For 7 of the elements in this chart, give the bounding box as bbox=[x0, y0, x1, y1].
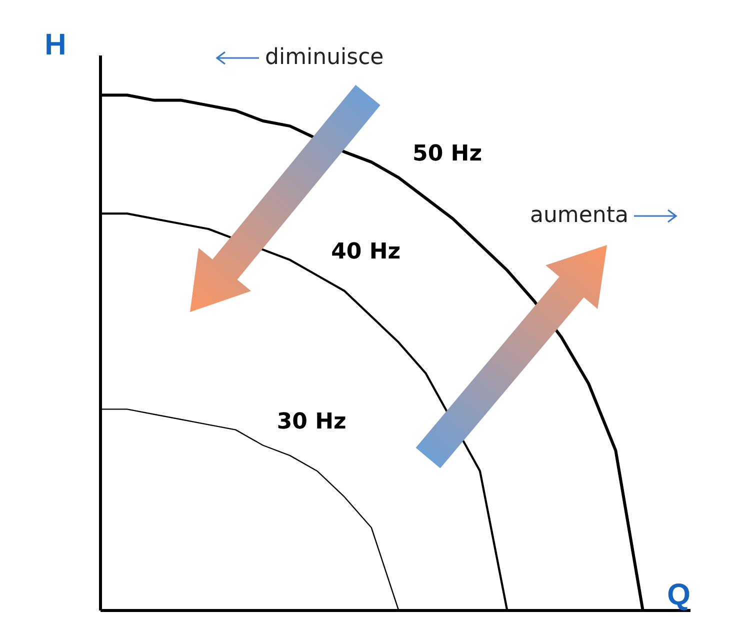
y-axis-title: H bbox=[44, 28, 66, 62]
text: diminuisce bbox=[265, 45, 384, 70]
x-axis-title: Q bbox=[667, 578, 690, 612]
series-label: 40 Hz bbox=[331, 239, 401, 264]
series-label: 50 Hz bbox=[412, 142, 482, 167]
series-label: 30 Hz bbox=[276, 409, 346, 434]
annotation: aumenta bbox=[530, 203, 628, 228]
